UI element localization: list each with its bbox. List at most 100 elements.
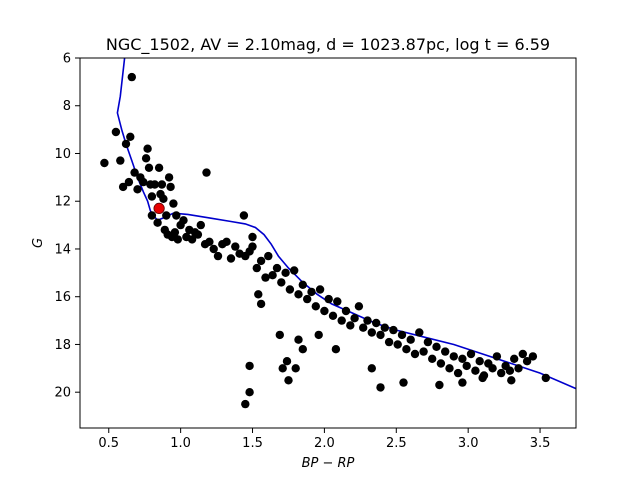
star-point (205, 237, 214, 246)
star-point (239, 211, 249, 220)
star-point (406, 335, 415, 344)
star-point (256, 299, 266, 309)
star-point (169, 199, 178, 208)
star-point (518, 349, 527, 359)
star-point (147, 211, 157, 220)
star-point (346, 321, 355, 330)
x-tick-label: 1.0 (170, 436, 191, 451)
star-point (453, 368, 463, 378)
x-tick-label: 3.0 (458, 436, 479, 451)
star-point (116, 156, 125, 165)
star-point (285, 285, 295, 294)
chart-title: NGC_1502, AV = 2.10mag, d = 1023.87pc, l… (106, 35, 550, 55)
x-tick-label: 0.5 (98, 436, 119, 451)
star-point (399, 378, 408, 387)
star-point (331, 345, 341, 354)
star-point (367, 364, 376, 373)
y-axis-ticks: 6 8 10 12 14 16 18 20 (54, 52, 80, 401)
star-point (282, 357, 292, 366)
star-point (311, 302, 320, 311)
star-point (284, 376, 293, 385)
star-point (415, 328, 424, 337)
star-point (166, 182, 175, 192)
star-point (248, 242, 257, 251)
star-point (315, 285, 325, 294)
star-point (471, 366, 480, 375)
star-point (154, 163, 164, 172)
star-point (126, 132, 135, 141)
star-point (419, 347, 428, 356)
star-point (507, 376, 516, 385)
highlight-star-point (153, 202, 165, 214)
y-tick-label: 12 (54, 195, 71, 210)
star-point (245, 361, 254, 371)
y-axis-label: G (31, 238, 46, 248)
star-point (196, 220, 205, 230)
star-point (141, 154, 151, 163)
star-point (435, 380, 444, 390)
star-point (372, 318, 381, 328)
star-point (528, 352, 538, 361)
star-point (213, 251, 223, 261)
star-point (294, 335, 303, 344)
star-point (505, 366, 515, 375)
star-point (478, 373, 487, 383)
y-tick-label: 8 (63, 99, 71, 114)
star-point (248, 232, 257, 242)
star-point (497, 368, 506, 378)
star-point (389, 325, 398, 335)
star-point (298, 345, 307, 354)
star-point (314, 330, 323, 340)
star-point (380, 323, 389, 332)
star-point (202, 168, 211, 177)
star-point (492, 352, 502, 361)
star-point (436, 359, 446, 368)
star-point (254, 290, 263, 299)
star-point (303, 294, 312, 304)
star-point (222, 237, 231, 246)
y-tick-label: 6 (63, 52, 71, 67)
star-point (241, 399, 250, 409)
y-tick-label: 20 (54, 386, 71, 401)
star-point (441, 347, 450, 356)
star-point (376, 383, 385, 392)
star-point (226, 254, 236, 263)
star-point (231, 242, 240, 251)
star-point (118, 182, 128, 192)
star-point (397, 330, 407, 340)
star-point (100, 158, 109, 168)
highlight-layer (153, 202, 165, 214)
star-point (393, 340, 402, 349)
star-point (291, 364, 300, 373)
star-point (111, 127, 121, 137)
star-point (275, 330, 284, 340)
star-point (147, 192, 157, 201)
x-tick-label: 2.5 (386, 436, 407, 451)
star-point (410, 349, 420, 359)
star-point (162, 211, 171, 220)
star-point (522, 357, 532, 366)
star-point (307, 287, 316, 297)
x-axis-label: BP − RP (302, 456, 355, 471)
star-point (187, 235, 197, 244)
plot-area (100, 58, 576, 409)
star-point (350, 314, 359, 323)
star-point (488, 364, 497, 373)
star-point (164, 173, 174, 182)
star-point (458, 354, 467, 363)
star-point (144, 163, 154, 172)
star-point (428, 354, 437, 363)
star-point (130, 168, 139, 177)
star-point (124, 177, 134, 187)
star-point (294, 290, 303, 299)
star-point (462, 361, 471, 371)
star-point (475, 357, 484, 366)
star-point (193, 230, 203, 239)
star-point (290, 266, 299, 275)
star-point (261, 273, 270, 282)
star-point (337, 316, 346, 325)
plot-frame (79, 57, 577, 429)
star-point (449, 352, 458, 361)
